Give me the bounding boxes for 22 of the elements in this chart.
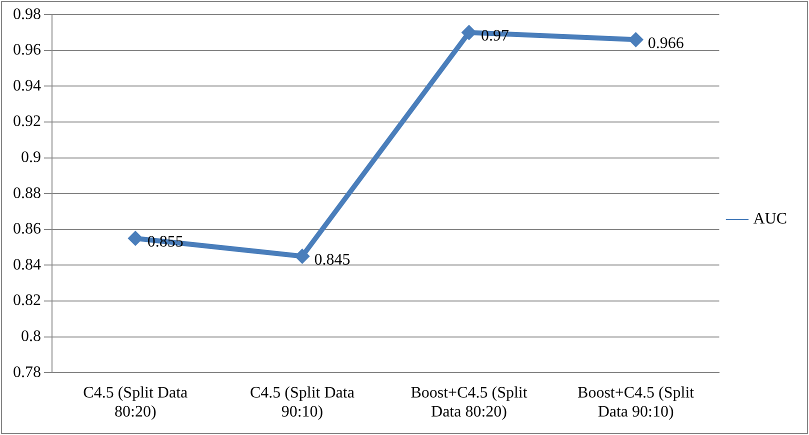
y-tick-label: 0.88 xyxy=(13,184,41,202)
point xyxy=(294,248,310,264)
y-tick-label: 0.9 xyxy=(21,149,41,166)
data-label: 0.845 xyxy=(314,251,350,268)
x-tick-label: C4.5 (Split Data 90:10) xyxy=(250,384,354,421)
legend-label: AUC xyxy=(753,210,787,228)
y-tick-label: 0.8 xyxy=(21,328,41,346)
point xyxy=(462,25,477,40)
y-tick-label: 0.98 xyxy=(13,6,41,23)
y-tick-label: 0.84 xyxy=(13,256,41,274)
y-tick-label: 0.96 xyxy=(13,42,41,59)
point xyxy=(128,230,143,246)
x-tick-label: C4.5 (Split Data 80:20) xyxy=(83,384,188,421)
y-tick-label: 0.94 xyxy=(13,77,41,94)
y-tick-label: 0.78 xyxy=(13,364,41,381)
y-tick-label: 0.92 xyxy=(13,113,41,130)
y-tick-label: 0.82 xyxy=(13,292,41,310)
point xyxy=(628,32,644,48)
data-label: 0.966 xyxy=(648,34,684,52)
y-tick-label: 0.86 xyxy=(13,220,41,238)
x-tick-label: Boost+C4.5 (Split Data 90:10) xyxy=(578,384,695,421)
x-tick-label: Boost+C4.5 (Split Data 80:20) xyxy=(410,384,528,421)
